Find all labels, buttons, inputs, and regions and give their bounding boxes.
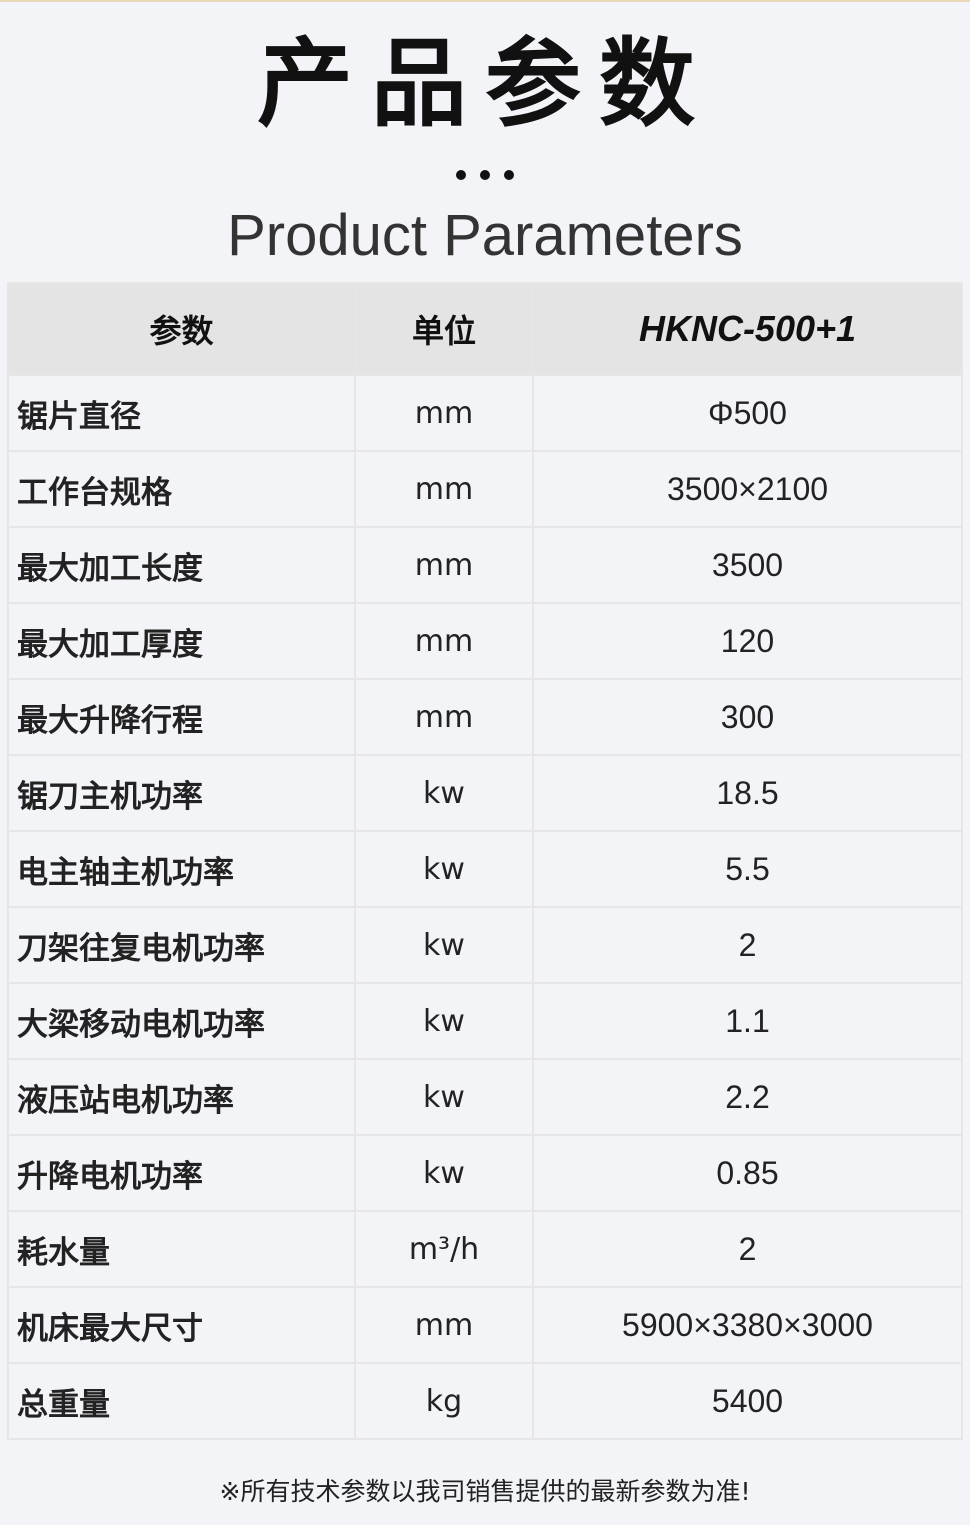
param-unit: kw (354, 982, 534, 1060)
param-unit: kw (354, 1134, 534, 1212)
table-row: 总重量 kg 5400 (7, 1362, 963, 1440)
table-row: 最大加工长度 mm 3500 (7, 526, 963, 604)
param-unit: m³/h (354, 1210, 534, 1288)
param-unit: kg (354, 1362, 534, 1440)
table-row: 刀架往复电机功率 kw 2 (7, 906, 963, 984)
header-param: 参数 (7, 282, 356, 376)
table-row: 升降电机功率 kw 0.85 (7, 1134, 963, 1212)
param-unit: mm (354, 450, 534, 528)
header-unit: 单位 (354, 282, 534, 376)
param-unit: kw (354, 754, 534, 832)
param-unit: mm (354, 374, 534, 452)
table-row: 大梁移动电机功率 kw 1.1 (7, 982, 963, 1060)
param-name: 刀架往复电机功率 (7, 906, 356, 984)
param-value: 5.5 (532, 830, 963, 908)
param-unit: mm (354, 678, 534, 756)
param-value: 0.85 (532, 1134, 963, 1212)
param-name: 液压站电机功率 (7, 1058, 356, 1136)
param-value: 120 (532, 602, 963, 680)
table-row: 锯刀主机功率 kw 18.5 (7, 754, 963, 832)
param-name: 电主轴主机功率 (7, 830, 356, 908)
param-value: 2.2 (532, 1058, 963, 1136)
param-value: Φ500 (532, 374, 963, 452)
param-name: 耗水量 (7, 1210, 356, 1288)
page-subtitle: Product Parameters (227, 203, 743, 268)
ellipsis-divider (0, 170, 970, 180)
param-name: 总重量 (7, 1362, 356, 1440)
param-unit: kw (354, 1058, 534, 1136)
parameters-table: 参数 单位 HKNC-500+1 锯片直径 mm Φ500 工作台规格 mm 3500×2… (7, 282, 963, 1440)
param-value: 5400 (532, 1362, 963, 1440)
param-name: 最大加工厚度 (7, 602, 356, 680)
page-title: 产品参数 (257, 28, 713, 140)
table-row: 耗水量 m³/h 2 (7, 1210, 963, 1288)
param-unit: mm (354, 602, 534, 680)
param-name: 大梁移动电机功率 (7, 982, 356, 1060)
table-row: 液压站电机功率 kw 2.2 (7, 1058, 963, 1136)
param-name: 工作台规格 (7, 450, 356, 528)
table-header: 参数 单位 HKNC-500+1 (7, 282, 963, 376)
param-name: 机床最大尺寸 (7, 1286, 356, 1364)
param-unit: mm (354, 1286, 534, 1364)
param-unit: kw (354, 906, 534, 984)
param-name: 最大加工长度 (7, 526, 356, 604)
footnote: ※所有技术参数以我司销售提供的最新参数为准! (219, 1477, 751, 1506)
param-value: 1.1 (532, 982, 963, 1060)
param-value: 3500×2100 (532, 450, 963, 528)
param-name: 升降电机功率 (7, 1134, 356, 1212)
table-row: 锯片直径 mm Φ500 (7, 374, 963, 452)
param-name: 锯片直径 (7, 374, 356, 452)
table-row: 电主轴主机功率 kw 5.5 (7, 830, 963, 908)
param-value: 300 (532, 678, 963, 756)
param-unit: kw (354, 830, 534, 908)
param-value: 2 (532, 906, 963, 984)
param-name: 锯刀主机功率 (7, 754, 356, 832)
table-row: 机床最大尺寸 mm 5900×3380×3000 (7, 1286, 963, 1364)
param-name: 最大升降行程 (7, 678, 356, 756)
table-row: 最大升降行程 mm 300 (7, 678, 963, 756)
param-unit: mm (354, 526, 534, 604)
top-divider (0, 0, 970, 2)
header-model: HKNC-500+1 (532, 282, 963, 376)
table-row: 最大加工厚度 mm 120 (7, 602, 963, 680)
param-value: 2 (532, 1210, 963, 1288)
param-value: 3500 (532, 526, 963, 604)
param-value: 18.5 (532, 754, 963, 832)
table-row: 工作台规格 mm 3500×2100 (7, 450, 963, 528)
param-value: 5900×3380×3000 (532, 1286, 963, 1364)
